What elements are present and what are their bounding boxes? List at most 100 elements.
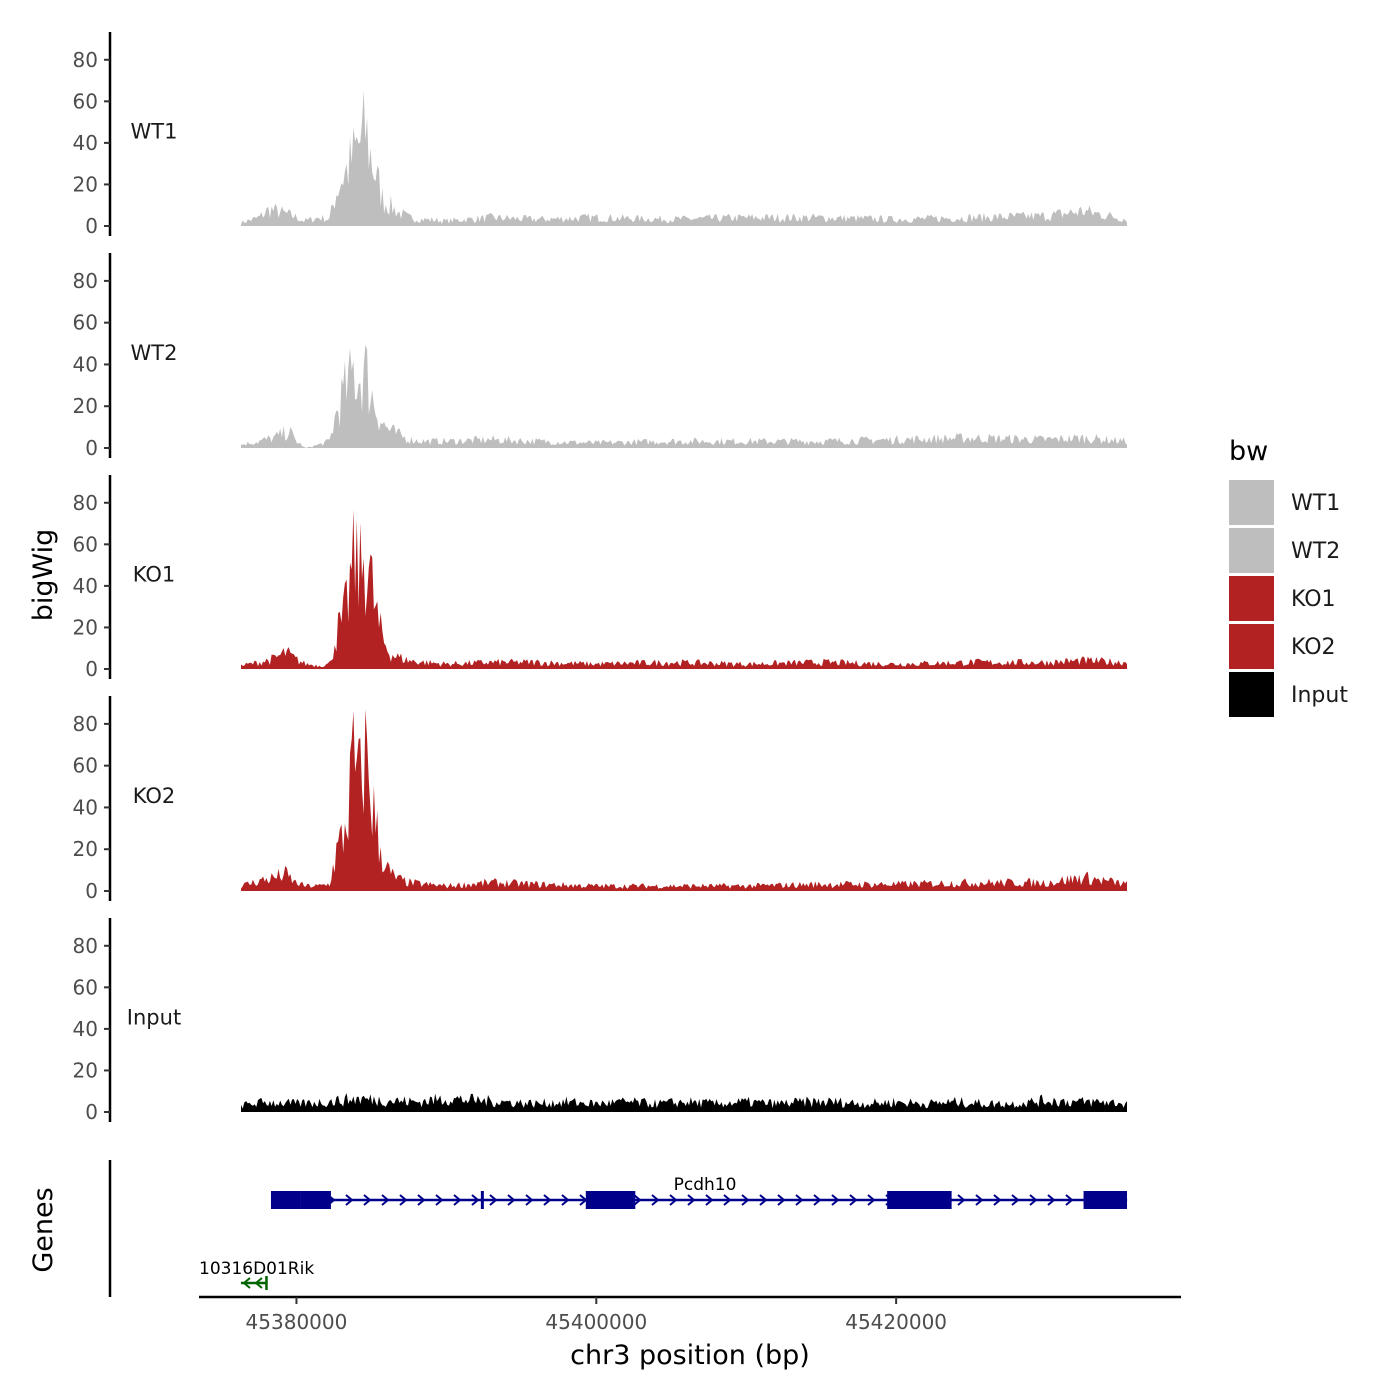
strand-chevron [489, 1194, 498, 1206]
y-tick-label: 60 [73, 975, 98, 999]
strand-chevron [957, 1194, 966, 1206]
strand-chevron [381, 1194, 390, 1206]
coverage-area-wt1 [241, 90, 1127, 226]
strand-chevron [1011, 1194, 1020, 1206]
coverage-area-ko1 [241, 509, 1127, 669]
strand-chevron [831, 1194, 840, 1206]
y-tick-label: 60 [73, 89, 98, 113]
strand-chevron [651, 1194, 660, 1206]
strand-chevron [1047, 1194, 1056, 1206]
strand-chevron [687, 1194, 696, 1206]
y-tick-label: 0 [85, 1100, 98, 1124]
strand-chevron [849, 1194, 858, 1206]
track-wt2: 0 20 40 60 80 WT2 [73, 253, 1127, 460]
strand-chevron [507, 1194, 516, 1206]
track-input: 0 20 40 60 80 Input [73, 918, 1127, 1124]
legend-label-wt2: WT2 [1291, 539, 1340, 564]
track-ko1: 0 20 40 60 80 KO1 [73, 475, 1127, 681]
strand-chevron [525, 1194, 534, 1206]
y-tick-label: 0 [85, 657, 98, 681]
exon [300, 1191, 331, 1209]
legend-title: bw [1229, 436, 1268, 467]
gene-label: Pcdh10 [674, 1175, 737, 1195]
legend-label-input: Input [1291, 683, 1348, 708]
y-tick-label: 40 [73, 795, 98, 819]
exon [887, 1191, 952, 1209]
y-tick-label: 60 [73, 311, 98, 335]
track-ko2: 0 20 40 60 80 KO2 [73, 696, 1127, 903]
y-tick-label: 80 [73, 269, 98, 293]
y-tick-label: 80 [73, 712, 98, 736]
strand-chevron [777, 1194, 786, 1206]
strand-chevron [561, 1194, 570, 1206]
y-tick-label: 0 [85, 436, 98, 460]
y-tick-label: 60 [73, 532, 98, 556]
y-tick-label: 20 [73, 837, 98, 861]
strand-chevron [453, 1194, 462, 1206]
track-label-wt1: WT1 [131, 120, 178, 144]
coverage-area-wt2 [241, 344, 1127, 448]
track-label-wt2: WT2 [131, 341, 178, 365]
x-tick-label: 45380000 [246, 1310, 348, 1334]
y-tick-label: 20 [73, 172, 98, 196]
y-tick-label: 60 [73, 754, 98, 778]
strand-chevron [705, 1194, 714, 1206]
y-tick-label: 0 [85, 879, 98, 903]
strand-chevron [254, 1277, 263, 1289]
strand-chevron [813, 1194, 822, 1206]
legend-label-wt1: WT1 [1291, 491, 1340, 516]
strand-chevron [543, 1194, 552, 1206]
strand-chevron [993, 1194, 1002, 1206]
strand-chevron [1029, 1194, 1038, 1206]
strand-chevron [435, 1194, 444, 1206]
legend: bw WT1 WT2 KO1 KO2 Input [1229, 436, 1348, 717]
exon [1083, 1191, 1128, 1209]
strand-chevron [633, 1194, 642, 1206]
strand-chevron [741, 1194, 750, 1206]
coverage-tracks: 0 20 40 60 80 WT1 0 20 40 60 80 WT2 0 20 40 60 80 KO1 0 20 4… [73, 32, 1127, 1124]
x-tick-label: 45400000 [545, 1310, 647, 1334]
legend-swatch-wt2 [1229, 528, 1274, 573]
coverage-area-ko2 [241, 709, 1127, 891]
track-label-input: Input [127, 1006, 181, 1030]
genes-axis-title: Genes [28, 1187, 59, 1272]
gene-610316d01rik: 10316D01Rik [199, 1259, 314, 1290]
strand-chevron [669, 1194, 678, 1206]
y-tick-label: 0 [85, 214, 98, 238]
strand-chevron [867, 1194, 876, 1206]
y-tick-label: 40 [73, 574, 98, 598]
strand-chevron [975, 1194, 984, 1206]
strand-chevron [363, 1194, 372, 1206]
track-label-ko1: KO1 [133, 563, 176, 587]
y-tick-label: 80 [73, 48, 98, 72]
legend-label-ko2: KO2 [1291, 635, 1336, 660]
y-tick-label: 20 [73, 615, 98, 639]
legend-swatch-wt1 [1229, 480, 1274, 525]
x-axis: 45380000 45400000 45420000 [199, 1295, 1181, 1334]
exon [480, 1191, 484, 1209]
legend-swatch-ko2 [1229, 624, 1274, 669]
strand-chevron [417, 1194, 426, 1206]
strand-chevron [1065, 1194, 1074, 1206]
y-tick-label: 40 [73, 131, 98, 155]
y-tick-label: 20 [73, 1058, 98, 1082]
strand-chevron [759, 1194, 768, 1206]
y-tick-label: 80 [73, 934, 98, 958]
x-axis-title: chr3 position (bp) [570, 1340, 810, 1371]
strand-chevron [399, 1194, 408, 1206]
y-axis-title: bigWig [28, 529, 59, 622]
track-label-ko2: KO2 [133, 784, 176, 808]
y-tick-label: 40 [73, 352, 98, 376]
strand-chevron [242, 1277, 251, 1289]
strand-chevron [723, 1194, 732, 1206]
gene-pcdh10: Pcdh10 [270, 1175, 1128, 1209]
exon [585, 1191, 636, 1209]
y-tick-label: 20 [73, 394, 98, 418]
y-tick-label: 40 [73, 1017, 98, 1041]
gene-panel: Pcdh10 10316D01Rik [108, 1160, 1128, 1297]
legend-label-ko1: KO1 [1291, 587, 1336, 612]
strand-chevron [345, 1194, 354, 1206]
y-tick-label: 80 [73, 491, 98, 515]
coverage-area-input [241, 1093, 1127, 1112]
